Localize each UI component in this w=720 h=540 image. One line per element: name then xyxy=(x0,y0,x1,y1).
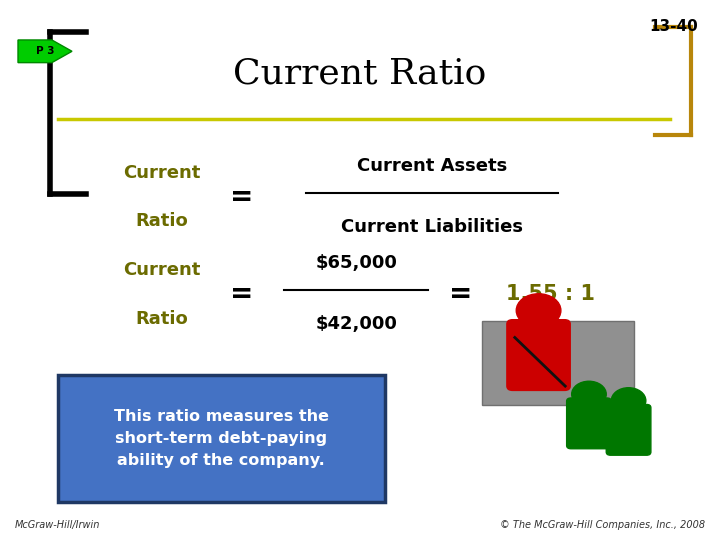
Circle shape xyxy=(611,388,646,414)
FancyBboxPatch shape xyxy=(567,398,611,449)
FancyBboxPatch shape xyxy=(58,375,385,502)
Text: 1.55 : 1: 1.55 : 1 xyxy=(506,284,595,305)
Text: Current: Current xyxy=(123,164,201,182)
FancyBboxPatch shape xyxy=(606,404,651,455)
Text: Current Ratio: Current Ratio xyxy=(233,57,487,91)
Text: =: = xyxy=(230,183,253,211)
Text: $65,000: $65,000 xyxy=(315,254,397,272)
FancyArrow shape xyxy=(18,40,72,63)
Text: Ratio: Ratio xyxy=(135,212,189,231)
Text: Current: Current xyxy=(123,261,201,279)
Text: $42,000: $42,000 xyxy=(315,315,397,333)
Text: =: = xyxy=(230,280,253,308)
Circle shape xyxy=(516,294,561,327)
FancyBboxPatch shape xyxy=(507,320,570,390)
Circle shape xyxy=(572,381,606,407)
Text: Current Assets: Current Assets xyxy=(357,157,507,175)
Bar xyxy=(482,321,634,405)
Text: Ratio: Ratio xyxy=(135,309,189,328)
Text: Current Liabilities: Current Liabilities xyxy=(341,218,523,236)
Text: This ratio measures the
short-term debt-paying
ability of the company.: This ratio measures the short-term debt-… xyxy=(114,409,328,468)
Text: =: = xyxy=(449,280,472,308)
Text: McGraw-Hill/Irwin: McGraw-Hill/Irwin xyxy=(14,520,100,530)
Text: 13-40: 13-40 xyxy=(649,19,698,34)
Text: © The McGraw-Hill Companies, Inc., 2008: © The McGraw-Hill Companies, Inc., 2008 xyxy=(500,520,706,530)
Text: P 3: P 3 xyxy=(36,46,55,56)
